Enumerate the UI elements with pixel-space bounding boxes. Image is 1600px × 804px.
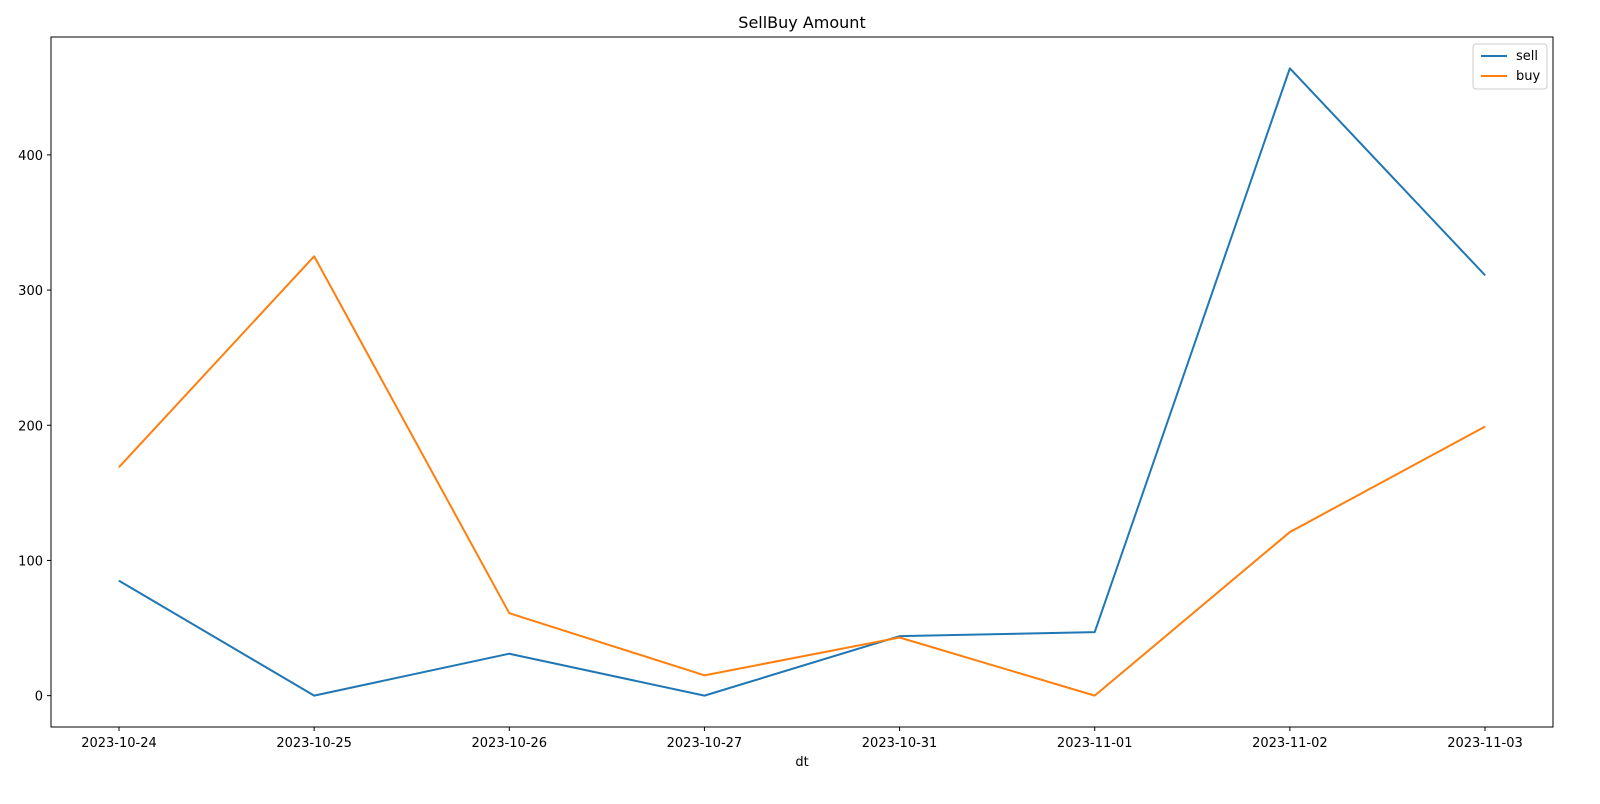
x-tick-label: 2023-11-01 (1057, 736, 1133, 751)
data-point-buy (313, 255, 315, 257)
y-tick-label: 200 (18, 419, 43, 434)
data-point-sell (1484, 274, 1486, 276)
legend-label-sell: sell (1516, 49, 1538, 64)
data-point-sell (703, 695, 705, 697)
data-point-buy (1289, 531, 1291, 533)
x-axis-label: dt (795, 755, 808, 770)
data-point-sell (899, 635, 901, 637)
data-point-buy (1484, 426, 1486, 428)
x-tick-label: 2023-11-02 (1252, 736, 1328, 751)
data-point-buy (703, 674, 705, 676)
x-tick-label: 2023-10-24 (81, 736, 157, 751)
data-point-buy (118, 466, 120, 468)
y-tick-label: 100 (18, 554, 43, 569)
y-tick-label: 400 (18, 149, 43, 164)
series-lines (118, 67, 1486, 697)
plot-area (50, 36, 1554, 728)
chart-title: SellBuy Amount (738, 13, 865, 32)
y-tick-label: 300 (18, 284, 43, 299)
x-tick-label: 2023-11-03 (1447, 736, 1523, 751)
data-point-buy (508, 612, 510, 614)
series-line-buy (118, 255, 1486, 697)
y-axis: 0 100 200 300 400 (18, 149, 51, 705)
x-axis: 2023-10-24 2023-10-25 2023-10-26 2023-10-27… (81, 727, 1523, 751)
x-tick-label: 2023-10-26 (472, 736, 548, 751)
x-tick-label: 2023-10-25 (276, 736, 352, 751)
data-point-sell (1094, 631, 1096, 633)
series-line-sell (118, 67, 1486, 697)
data-point-sell (1289, 67, 1291, 69)
legend: sell buy (1472, 43, 1548, 90)
legend-label-buy: buy (1516, 69, 1540, 84)
data-point-buy (899, 637, 901, 639)
x-tick-label: 2023-10-27 (667, 736, 743, 751)
data-point-sell (508, 653, 510, 655)
data-point-sell (118, 580, 120, 582)
data-point-sell (313, 695, 315, 697)
data-point-buy (1094, 695, 1096, 697)
y-tick-label: 0 (35, 690, 43, 705)
x-tick-label: 2023-10-31 (862, 736, 938, 751)
